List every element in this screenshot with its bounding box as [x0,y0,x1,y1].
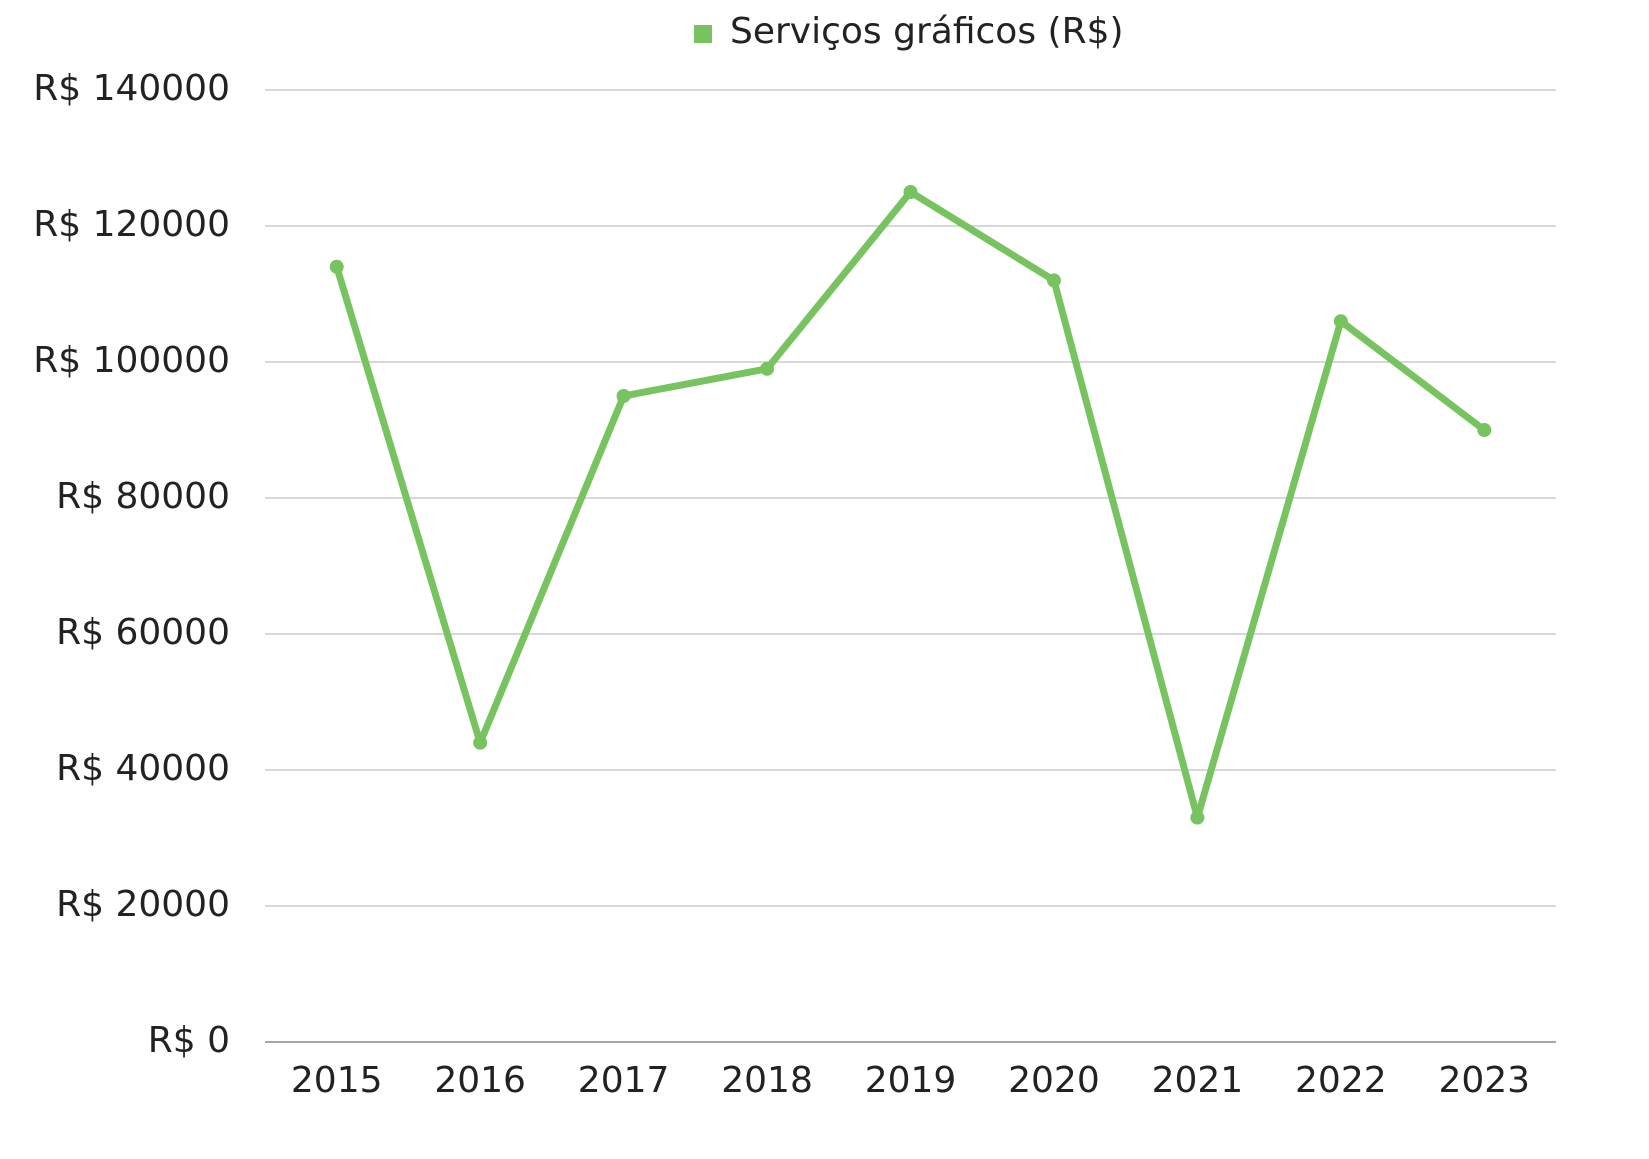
point [329,259,344,274]
x-tick-label: 2017 [578,1060,670,1101]
y-tick-label: R$ 120000 [33,204,230,245]
point [1333,314,1348,329]
y-tick-label: R$ 0 [148,1020,230,1061]
point [1190,810,1205,825]
x-tick-label: 2016 [434,1060,526,1101]
line [333,188,1487,822]
point [473,735,488,750]
legend-swatch [694,25,712,43]
y-tick-label: R$ 20000 [56,884,230,925]
point [616,389,631,403]
y-tick-label: R$ 60000 [56,612,230,653]
x-tick-label: 2023 [1438,1060,1530,1101]
point [903,185,918,199]
x-tick-label: 2021 [1152,1060,1244,1101]
y-tick-label: R$ 80000 [56,476,230,517]
x-tick-label: 2015 [291,1060,383,1101]
y-tick-label: R$ 140000 [33,68,230,109]
point [760,361,775,376]
y-tick-label: R$ 40000 [56,748,230,789]
x-tick-label: 2018 [721,1060,813,1101]
y-tick-label: R$ 100000 [33,340,230,381]
point [1046,273,1061,288]
x-tick-label: 2022 [1295,1060,1387,1101]
point [1477,423,1492,437]
x-tick-label: 2020 [1008,1060,1100,1101]
legend-label: Serviços gráficos (R$) [730,11,1124,52]
x-tick-label: 2019 [865,1060,957,1101]
